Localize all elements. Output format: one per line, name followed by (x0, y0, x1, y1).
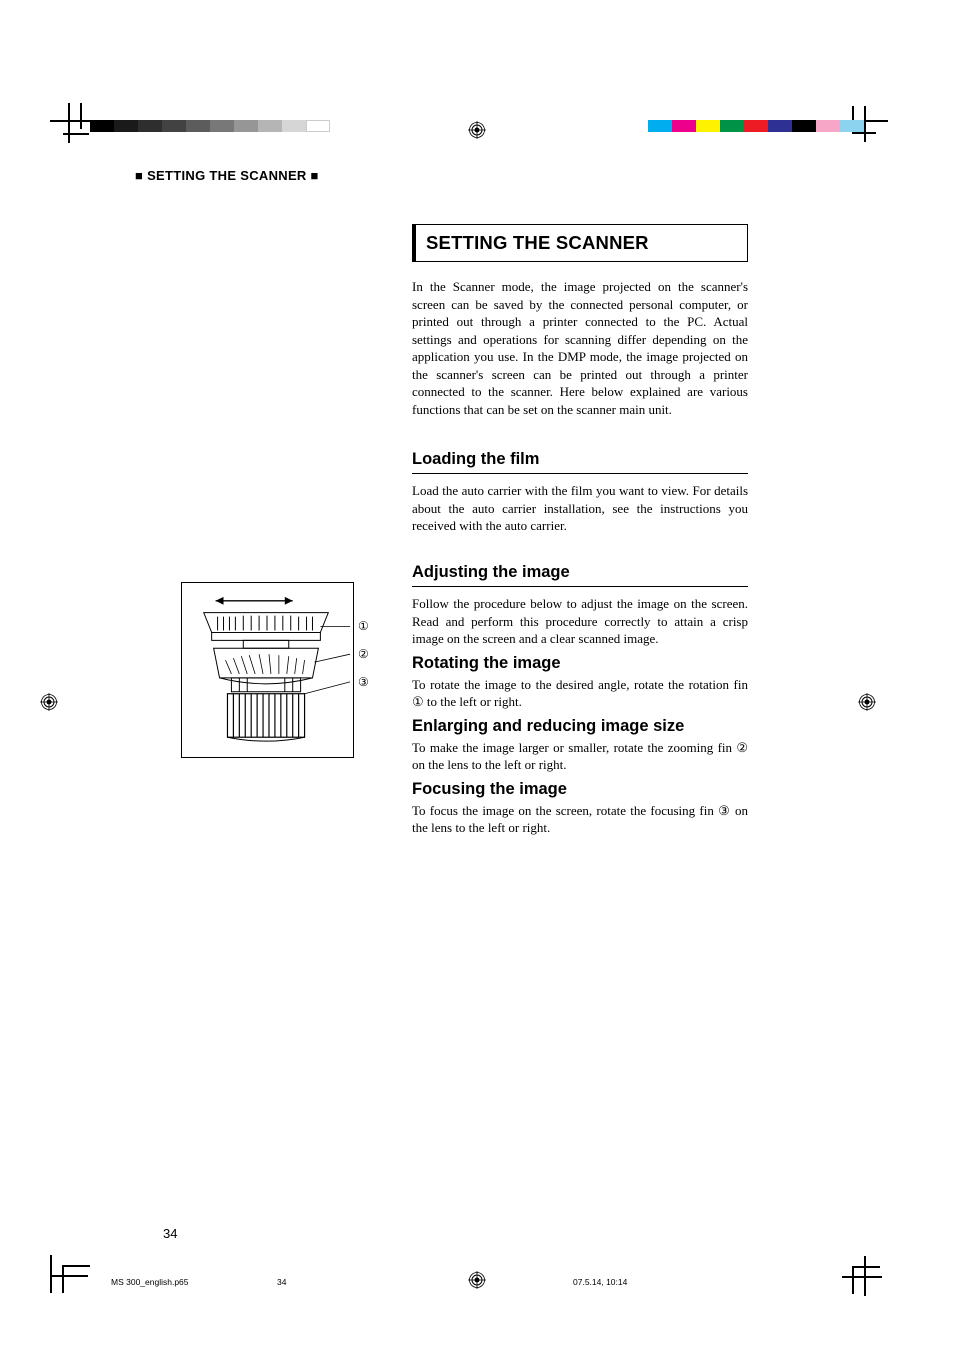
footer-filename: MS 300_english.p65 (111, 1277, 189, 1287)
crop-mark (62, 1265, 90, 1267)
crop-mark (62, 1265, 64, 1293)
crop-mark (864, 106, 866, 142)
page-number: 34 (163, 1226, 177, 1241)
crop-mark (50, 1255, 52, 1293)
running-head: ■ SETTING THE SCANNER ■ (135, 168, 319, 183)
crop-mark (68, 103, 70, 143)
crop-mark (50, 120, 90, 122)
body-focusing: To focus the image on the screen, rotate… (412, 802, 748, 837)
registration-mark-icon (40, 693, 58, 711)
content-column: SETTING THE SCANNER In the Scanner mode,… (412, 224, 748, 841)
figure-label-3: ③ (358, 675, 369, 690)
section-title-box: SETTING THE SCANNER (412, 224, 748, 262)
section-title: SETTING THE SCANNER (426, 232, 649, 253)
lens-figure: ① ② ③ (181, 582, 354, 758)
crop-mark (842, 1276, 882, 1278)
registration-mark-icon (468, 1271, 486, 1289)
heading-enlarging: Enlarging and reducing image size (412, 717, 748, 736)
crop-mark (80, 103, 82, 129)
crop-mark (852, 1266, 854, 1294)
footer-timestamp: 07.5.14, 10:14 (573, 1277, 627, 1287)
heading-rotating: Rotating the image (412, 654, 748, 673)
heading-loading: Loading the film (412, 450, 748, 474)
heading-focusing: Focusing the image (412, 780, 748, 799)
grayscale-bar (90, 120, 330, 132)
registration-mark-icon (468, 121, 486, 139)
footer-page: 34 (277, 1277, 286, 1287)
intro-paragraph: In the Scanner mode, the image projected… (412, 278, 748, 418)
crop-mark (50, 1275, 88, 1277)
color-bar (648, 120, 864, 132)
crop-mark (63, 133, 89, 135)
body-adjusting: Follow the procedure below to adjust the… (412, 595, 748, 648)
figure-label-1: ① (358, 619, 369, 634)
body-enlarging: To make the image larger or smaller, rot… (412, 739, 748, 774)
heading-adjusting: Adjusting the image (412, 563, 748, 587)
registration-mark-icon (858, 693, 876, 711)
body-rotating: To rotate the image to the desired angle… (412, 676, 748, 711)
figure-label-2: ② (358, 647, 369, 662)
crop-mark (852, 1266, 880, 1268)
body-loading: Load the auto carrier with the film you … (412, 482, 748, 535)
